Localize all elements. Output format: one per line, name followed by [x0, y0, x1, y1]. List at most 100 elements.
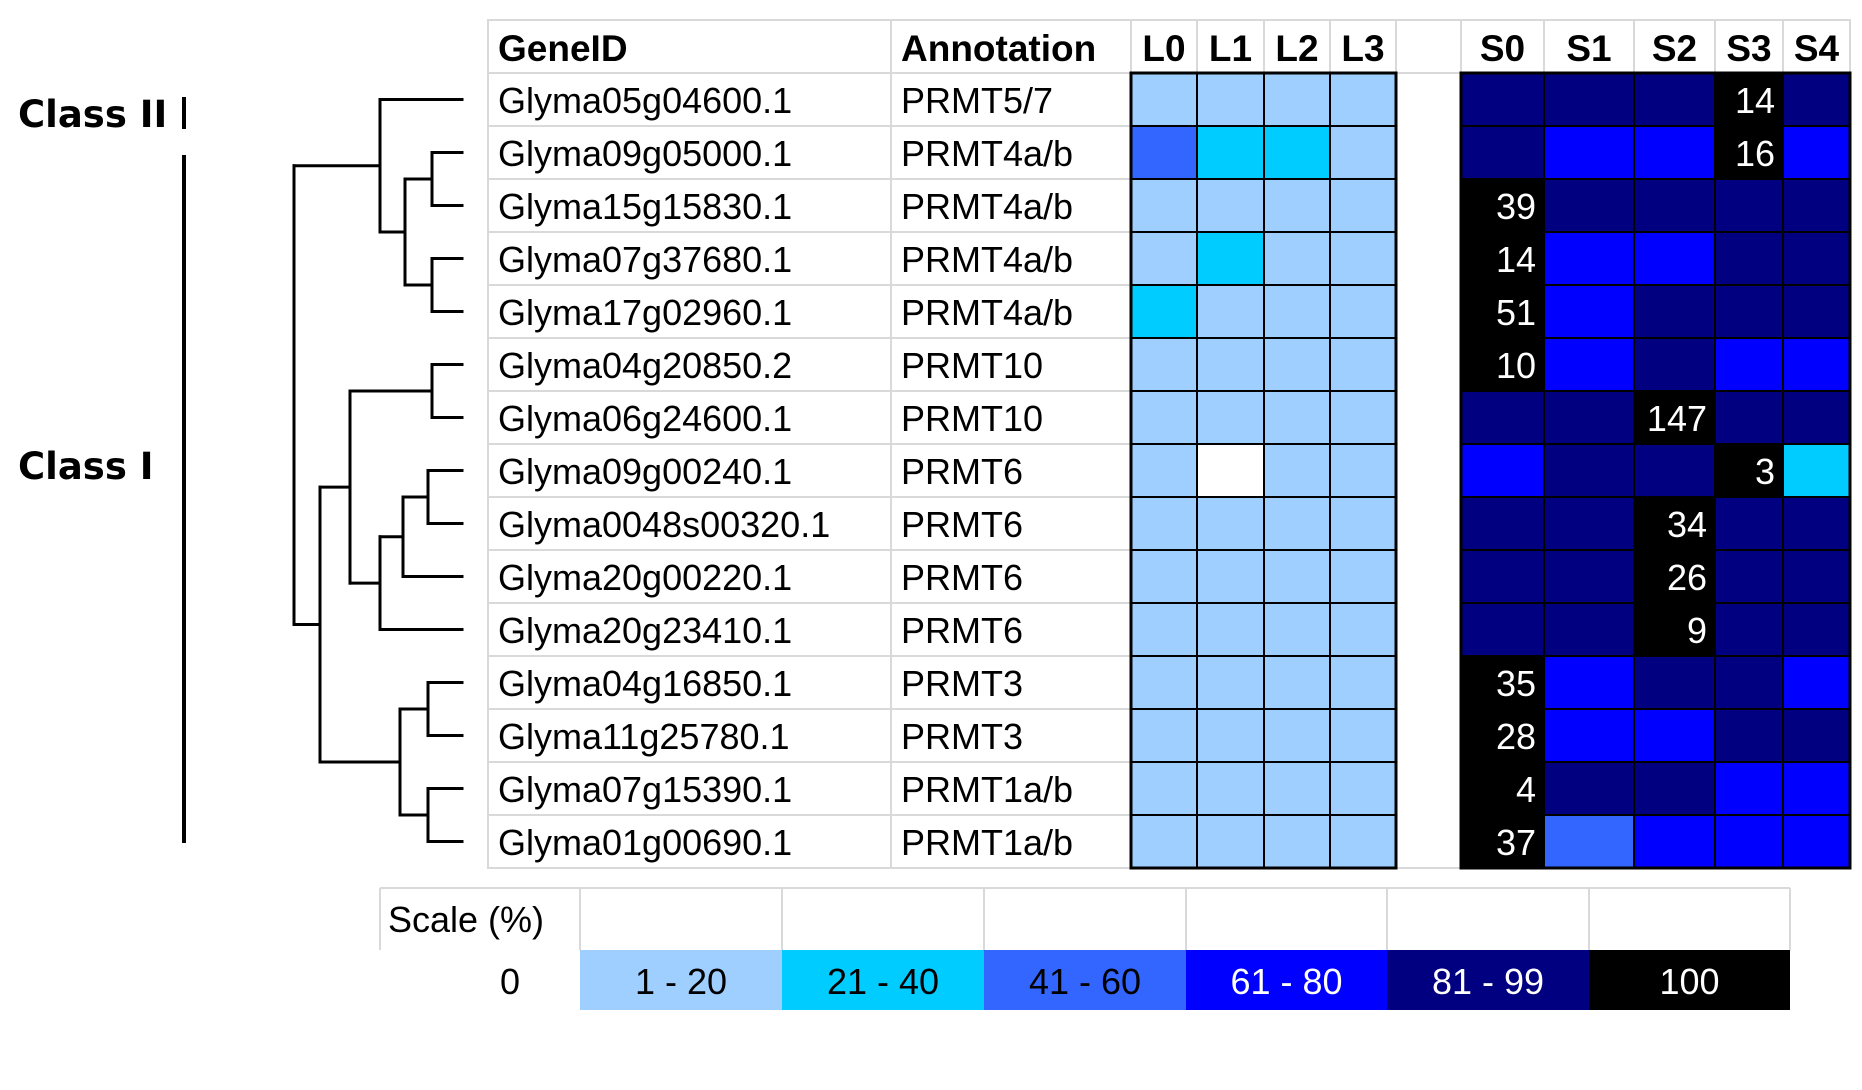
- leaf-cell: [1196, 231, 1265, 286]
- gene-id-cell: Glyma06g24600.1: [498, 398, 792, 439]
- seed-cell: [1460, 72, 1545, 127]
- leaf-cell: [1130, 125, 1198, 180]
- leaf-cell: [1329, 708, 1397, 763]
- seed-cell: [1782, 655, 1851, 710]
- leaf-cell: [1329, 761, 1397, 816]
- dendrogram: [292, 98, 464, 843]
- leaf-cell: [1130, 708, 1198, 763]
- scale-swatch: [380, 950, 580, 1010]
- seed-cell: [1460, 761, 1545, 816]
- seed-cell: [1714, 443, 1784, 498]
- annotation-cell: PRMT10: [901, 398, 1043, 439]
- seed-cell: [1714, 814, 1784, 869]
- scale-swatch: [1589, 950, 1790, 1010]
- seed-cell: [1460, 708, 1545, 763]
- seed-cell: [1782, 284, 1851, 339]
- scale-label: 41 - 60: [1029, 961, 1141, 1002]
- leaf-cell: [1263, 178, 1331, 233]
- gene-id-cell: Glyma15g15830.1: [498, 186, 792, 227]
- gene-id-cell: Glyma05g04600.1: [498, 80, 792, 121]
- gene-id-cell: Glyma17g02960.1: [498, 292, 792, 333]
- annotation-cell: PRMT6: [901, 504, 1023, 545]
- header-seed-s1: S1: [1566, 28, 1611, 69]
- header-leaf-l2: L2: [1275, 28, 1318, 69]
- seed-cell: [1714, 178, 1784, 233]
- leaf-cell: [1130, 178, 1198, 233]
- leaf-cell: [1263, 72, 1331, 127]
- leaf-cell: [1196, 761, 1265, 816]
- seed-cell: [1460, 178, 1545, 233]
- seed-cell: [1460, 125, 1545, 180]
- class-i-label: Class I: [18, 445, 154, 488]
- leaf-block-frame: [1129, 71, 1398, 870]
- seed-cell: [1782, 708, 1851, 763]
- seed-cell: [1714, 708, 1784, 763]
- leaf-cell: [1329, 178, 1397, 233]
- annotation-cell: PRMT5/7: [901, 80, 1053, 121]
- annotation-cell: PRMT6: [901, 557, 1023, 598]
- leaf-cell: [1130, 602, 1198, 657]
- annotation-cell: PRMT4a/b: [901, 292, 1073, 333]
- seed-cell-label: 34: [1667, 504, 1707, 545]
- annotation-cell: PRMT6: [901, 451, 1023, 492]
- seed-cell: [1543, 761, 1635, 816]
- leaf-cell: [1130, 761, 1198, 816]
- header-seed-s4: S4: [1794, 28, 1840, 69]
- seed-cell: [1543, 655, 1635, 710]
- seed-cell: [1714, 602, 1784, 657]
- leaf-cell: [1329, 284, 1397, 339]
- seed-cell-label: 14: [1735, 80, 1775, 121]
- scale-legend: Scale (%) 0 1 - 20 21 - 40 41 - 60 61 - 80 81 …: [379, 887, 1791, 1010]
- leaf-cell: [1329, 443, 1397, 498]
- seed-cell-label: 10: [1496, 345, 1536, 386]
- seed-cell: [1633, 814, 1716, 869]
- leaf-cell: [1196, 337, 1265, 392]
- seed-cell-label: 39: [1496, 186, 1536, 227]
- gene-id-cell: Glyma09g05000.1: [498, 133, 792, 174]
- seed-cell: [1460, 814, 1545, 869]
- class-ii-label: Class II: [18, 93, 167, 136]
- leaf-cell: [1263, 602, 1331, 657]
- leaf-cell: [1196, 284, 1265, 339]
- gene-id-cell: Glyma20g00220.1: [498, 557, 792, 598]
- seed-cell: [1782, 602, 1851, 657]
- leaf-cell: [1263, 708, 1331, 763]
- seed-cell: [1714, 337, 1784, 392]
- header-leaf-l0: L0: [1142, 28, 1185, 69]
- leaf-cell: [1130, 496, 1198, 551]
- seed-cell: [1543, 708, 1635, 763]
- leaf-cell: [1130, 814, 1198, 869]
- annotation-cell: PRMT6: [901, 610, 1023, 651]
- seed-cell: [1633, 72, 1716, 127]
- heatmap-grid: 14 16 39 14 51 10 147 3 34 26 9 35 28 4 37: [1129, 71, 1852, 870]
- annotation-cell: PRMT1a/b: [901, 769, 1073, 810]
- gene-id-cell: Glyma04g20850.2: [498, 345, 792, 386]
- seed-cell: [1543, 231, 1635, 286]
- seed-cell: [1714, 72, 1784, 127]
- seed-cell: [1633, 231, 1716, 286]
- header-seed-s2: S2: [1652, 28, 1697, 69]
- leaf-cell: [1130, 337, 1198, 392]
- seed-cell: [1714, 284, 1784, 339]
- seed-cell: [1543, 602, 1635, 657]
- leaf-cell: [1263, 549, 1331, 604]
- seed-cell: [1782, 125, 1851, 180]
- seed-cell: [1460, 602, 1545, 657]
- annotation-cell: PRMT3: [901, 663, 1023, 704]
- annotation-cell: PRMT10: [901, 345, 1043, 386]
- seed-cell-label: 16: [1735, 133, 1775, 174]
- seed-cell: [1714, 231, 1784, 286]
- seed-cell: [1782, 549, 1851, 604]
- seed-cell: [1782, 337, 1851, 392]
- leaf-cell: [1130, 443, 1198, 498]
- seed-cell-label: 51: [1496, 292, 1536, 333]
- seed-cell: [1543, 72, 1635, 127]
- scale-label: 100: [1659, 961, 1719, 1002]
- seed-cell: [1543, 496, 1635, 551]
- seed-block-frame: [1459, 71, 1852, 870]
- seed-cell: [1782, 231, 1851, 286]
- leaf-cell: [1263, 761, 1331, 816]
- leaf-cell: [1196, 708, 1265, 763]
- leaf-cell: [1196, 602, 1265, 657]
- leaf-cell: [1130, 549, 1198, 604]
